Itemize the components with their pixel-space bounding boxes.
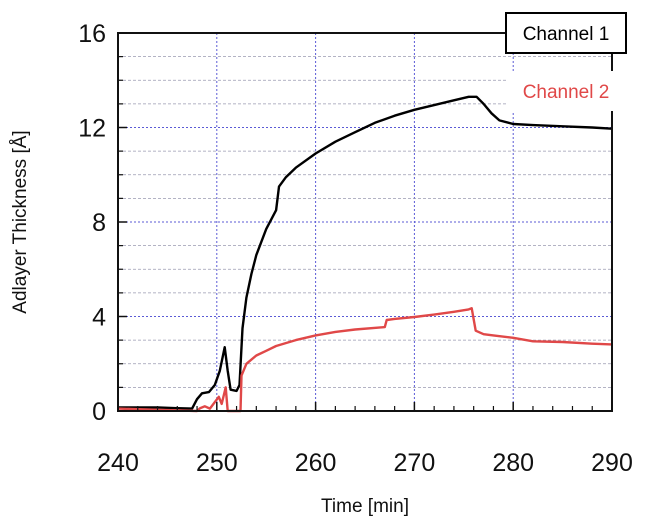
series-line-channel-2 (117, 307, 613, 413)
x-tick-label-240: 240 (97, 449, 139, 477)
x-tick-label-290: 290 (591, 449, 633, 477)
x-axis-title: Time [min] (321, 496, 409, 517)
y-tick-label-16: 16 (78, 20, 106, 48)
series-line-channel-1 (118, 95, 613, 410)
y-tick-label-0: 0 (92, 398, 106, 426)
tick-labels: 240 250 260 270 280 290 0 4 8 12 16 (78, 20, 633, 477)
y-tick-label-12: 12 (78, 115, 106, 143)
legend-label-channel-1: Channel 1 (523, 24, 610, 45)
legend-box-channel-1 (505, 12, 627, 54)
axis-ticks (117, 32, 613, 412)
y-axis-title: Adlayer Thickness [Å] (10, 130, 31, 313)
x-tick-label-280: 280 (492, 449, 534, 477)
legend: Channel 1 Channel 2 (505, 12, 627, 111)
x-tick-label-260: 260 (295, 449, 337, 477)
y-tick-label-8: 8 (92, 209, 106, 237)
y-tick-label-4: 4 (92, 304, 106, 332)
x-tick-label-270: 270 (394, 449, 436, 477)
legend-label-channel-2: Channel 2 (523, 82, 610, 103)
series-lines (117, 95, 613, 413)
x-tick-label-250: 250 (196, 449, 238, 477)
legend-box-channel-2 (506, 71, 626, 111)
